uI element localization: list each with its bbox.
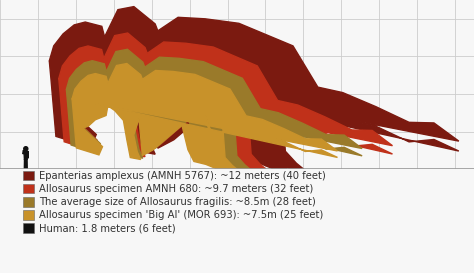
Polygon shape	[59, 33, 392, 169]
Polygon shape	[23, 150, 24, 154]
Polygon shape	[49, 7, 459, 169]
Polygon shape	[24, 147, 28, 151]
Polygon shape	[66, 49, 362, 169]
Polygon shape	[72, 64, 337, 169]
Polygon shape	[24, 159, 26, 169]
Polygon shape	[26, 159, 27, 169]
Polygon shape	[24, 151, 27, 159]
Legend: Epanterias amplexus (AMNH 5767): ~12 meters (40 feet), Allosaurus specimen AMNH : Epanterias amplexus (AMNH 5767): ~12 met…	[19, 167, 330, 238]
Polygon shape	[27, 151, 28, 158]
